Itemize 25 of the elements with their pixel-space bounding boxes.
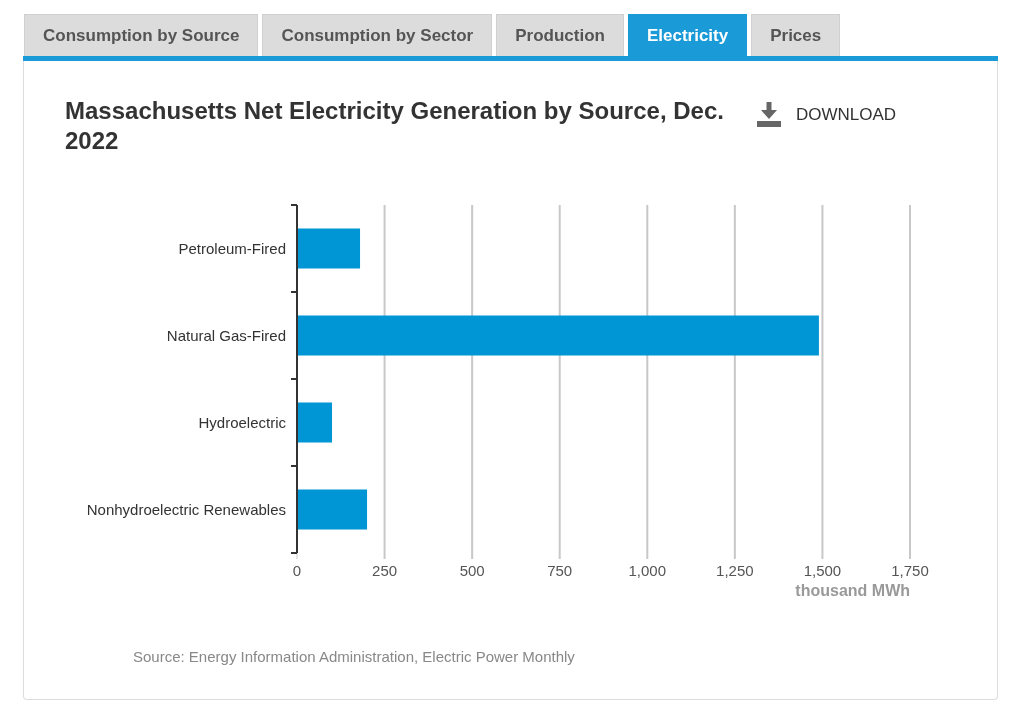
tab[interactable]: Production (496, 14, 624, 56)
tab[interactable]: Consumption by Source (24, 14, 259, 56)
x-tick-label: 1,250 (716, 562, 754, 579)
x-tick-label: 500 (459, 562, 485, 579)
bar (297, 402, 333, 443)
x-axis-title: thousand MWh (795, 582, 910, 599)
y-tick-label: Natural Gas-Fired (166, 326, 286, 344)
bar (297, 228, 361, 269)
x-tick-label: 1,000 (628, 562, 667, 579)
y-tick-label: Petroleum-Fired (178, 239, 286, 257)
tab[interactable]: Prices (751, 14, 841, 56)
download-button[interactable]: DOWNLOAD (757, 102, 897, 127)
x-tick-label: 250 (372, 562, 398, 579)
y-tick-label: Nonhydroelectric Renewables (86, 500, 286, 518)
chart-title: Massachusetts Net Electricity Generation by Source, Dec. 2022 (65, 96, 725, 156)
x-tick-label: 0 (292, 562, 302, 579)
source-note: Source: Energy Information Administration, Electric Power Monthly (133, 648, 575, 665)
bar (297, 315, 819, 356)
bar (297, 489, 368, 530)
active-tab[interactable]: Electricity (627, 14, 748, 56)
x-tick-label: 750 (547, 562, 573, 579)
x-tick-label: 1,750 (891, 562, 929, 579)
x-tick-label: 1,500 (803, 562, 842, 579)
y-tick-label: Hydroelectric (198, 413, 287, 431)
tab[interactable]: Consumption by Sector (262, 14, 493, 56)
